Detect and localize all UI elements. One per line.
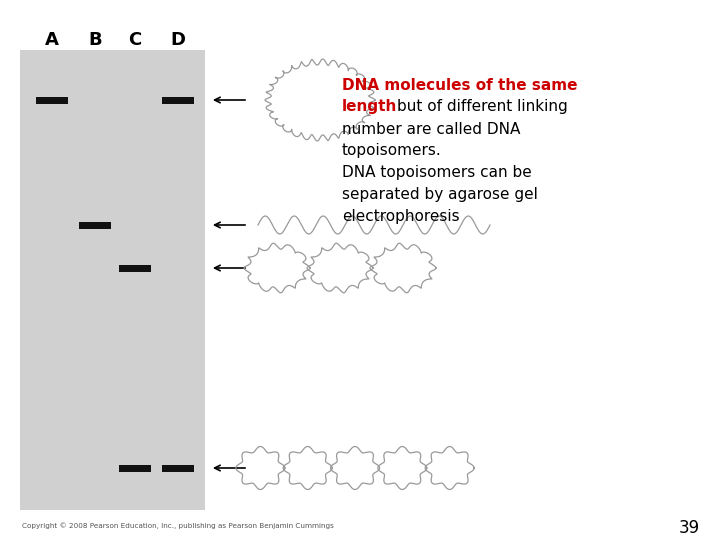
Text: separated by agarose gel: separated by agarose gel [342, 187, 538, 202]
Text: A: A [45, 31, 59, 49]
Text: topoisomers.: topoisomers. [342, 144, 442, 159]
Text: D: D [171, 31, 186, 49]
Text: electrophoresis: electrophoresis [342, 210, 459, 225]
Text: DNA molecules of the same: DNA molecules of the same [342, 78, 577, 92]
Bar [162, 97, 194, 104]
Bar [79, 221, 111, 228]
Text: B: B [88, 31, 102, 49]
Text: C: C [128, 31, 142, 49]
Bar [162, 464, 194, 471]
Text: number are called DNA: number are called DNA [342, 122, 521, 137]
Text: 39: 39 [679, 519, 700, 537]
Bar [20, 50, 205, 510]
Bar [119, 265, 151, 272]
Bar [119, 464, 151, 471]
Text: DNA topoisomers can be: DNA topoisomers can be [342, 165, 532, 180]
Bar [36, 97, 68, 104]
Text: Copyright © 2008 Pearson Education, Inc., publishing as Pearson Benjamin Cumming: Copyright © 2008 Pearson Education, Inc.… [22, 523, 334, 529]
Text: length: length [342, 99, 397, 114]
Text: but of different linking: but of different linking [397, 99, 568, 114]
